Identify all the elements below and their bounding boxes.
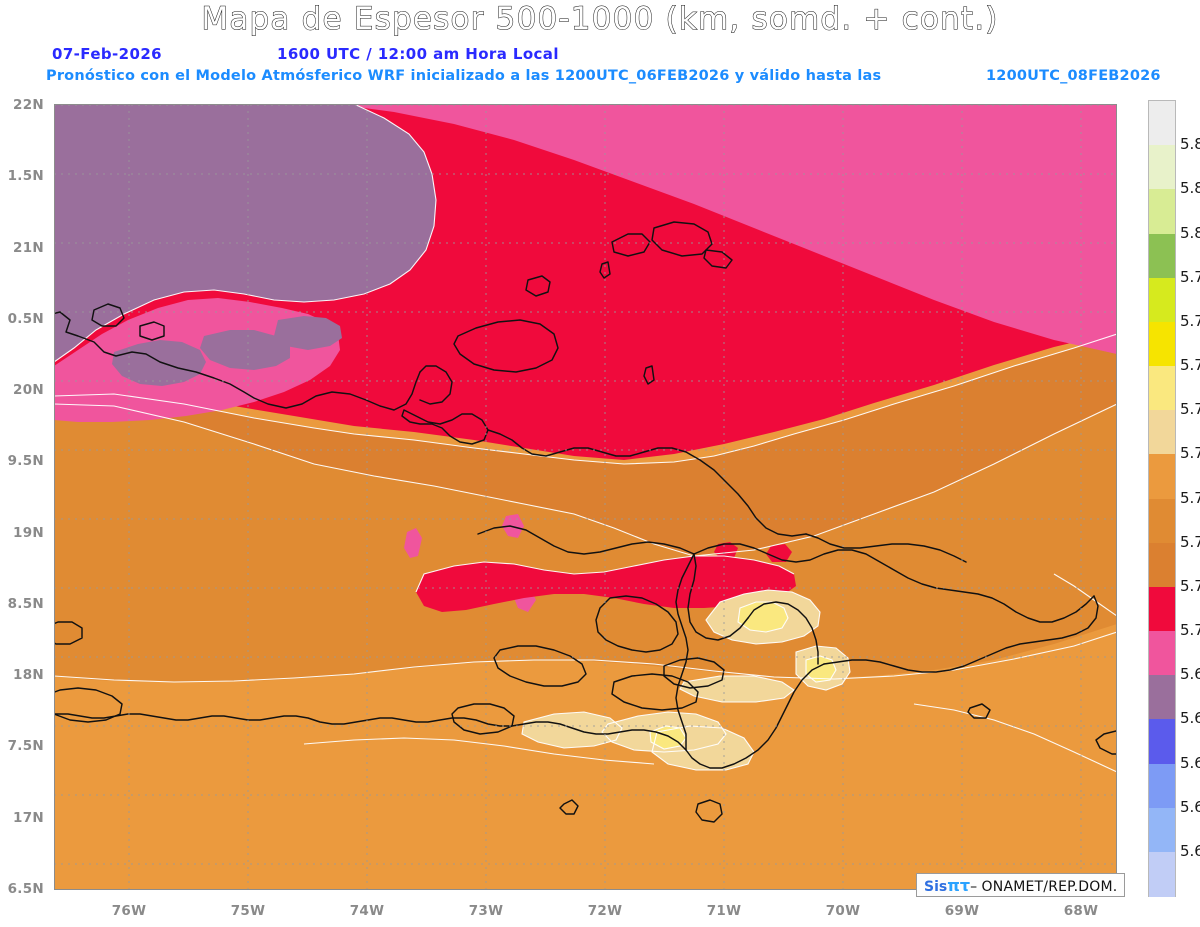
colorbar[interactable] bbox=[1148, 100, 1176, 897]
logo-org: ONAMET/REP.DOM. bbox=[981, 879, 1118, 895]
y-tick-label: 6.5N bbox=[7, 881, 44, 897]
x-tick-label: 69W bbox=[944, 903, 980, 919]
colorbar-tick-label: 5.772 bbox=[1180, 356, 1200, 374]
y-tick-label: 7.5N bbox=[7, 738, 44, 755]
colorbar-tick-label: 5.831 bbox=[1180, 135, 1200, 154]
colorbar-segment bbox=[1149, 233, 1175, 279]
colorbar-tick-label: 5.7 bbox=[1180, 621, 1200, 639]
y-tick-label: 9.5N bbox=[7, 453, 44, 470]
band-5688-57-main bbox=[54, 104, 1117, 354]
colorbar-segment bbox=[1149, 454, 1175, 500]
colorbar-segment bbox=[1149, 410, 1175, 455]
colorbar-segment bbox=[1149, 321, 1175, 367]
y-tick-label: 20N bbox=[13, 382, 44, 399]
pocket-crimson-2 bbox=[766, 544, 792, 562]
x-tick-label: 75W bbox=[230, 903, 266, 919]
grid-layer bbox=[54, 104, 1117, 890]
colorbar-tick-label: 5.652 bbox=[1180, 797, 1200, 816]
logo-dash: – bbox=[970, 879, 978, 895]
forecast-date: 07-Feb-2026 bbox=[52, 45, 163, 63]
band-mauve-fingers bbox=[112, 316, 342, 386]
x-tick-label: 70W bbox=[825, 903, 861, 919]
x-tick-label: 68W bbox=[1063, 903, 1099, 919]
tan-strip-n bbox=[680, 676, 794, 702]
colorbar-tick-label: 5.76 bbox=[1180, 400, 1200, 419]
x-tick-label: 73W bbox=[468, 903, 504, 919]
colorbar-tick-label: 5.819 bbox=[1180, 179, 1200, 198]
band-5676-5688 bbox=[54, 104, 436, 362]
y-tick-label: 8.5N bbox=[7, 595, 44, 612]
colorbar-tick-label: 5.783 bbox=[1180, 311, 1200, 330]
y-tick-label: 0.5N bbox=[7, 310, 44, 327]
colorbar-segment bbox=[1149, 189, 1175, 235]
subtitle-datetime: 07-Feb-2026 1600 UTC / 12:00 am Hora Loc… bbox=[0, 45, 1200, 65]
colorbar-segment bbox=[1149, 586, 1175, 632]
colorbar-tick-label: 5.795 bbox=[1180, 267, 1200, 286]
colorbar-tick-label: 5.736 bbox=[1180, 488, 1200, 507]
subtitle-model-info: Pronóstico con el Modelo Atmósferico WRF… bbox=[0, 68, 1200, 88]
x-tick-label: 74W bbox=[349, 903, 385, 919]
filled-contour-layer bbox=[54, 104, 1117, 890]
map-plot-area[interactable] bbox=[54, 104, 1117, 890]
colorbar-segment bbox=[1149, 101, 1175, 146]
band-5712-5724 bbox=[54, 334, 1117, 556]
band-5724-5736 bbox=[54, 404, 1117, 682]
peak-yellow-2 bbox=[806, 656, 836, 682]
forecast-time: 1600 UTC / 12:00 am Hora Local bbox=[277, 45, 559, 63]
colorbar-tick-label: 5.724 bbox=[1180, 532, 1200, 551]
valid-until: 1200UTC_08FEB2026 bbox=[986, 68, 1161, 84]
y-tick-label: 21N bbox=[13, 239, 44, 256]
colorbar-tick-label: 5.688 bbox=[1180, 665, 1200, 684]
colorbar-segment bbox=[1149, 145, 1175, 190]
colorbar-segment bbox=[1149, 675, 1175, 720]
colorbar-tick-label: 5.748 bbox=[1180, 444, 1200, 463]
crimson-tongue-island bbox=[416, 556, 796, 612]
attribution-logo: Sisπτ– ONAMET/REP.DOM. bbox=[916, 873, 1126, 897]
colorbar-tick-label: 5.64 bbox=[1180, 841, 1200, 860]
colorbar-tick-label: 5.807 bbox=[1180, 223, 1200, 242]
map-canvas bbox=[54, 104, 1117, 890]
y-tick-label: 1.5N bbox=[7, 168, 44, 185]
colorbar-segment bbox=[1149, 719, 1175, 765]
colorbar-tick-label: 5.712 bbox=[1180, 576, 1200, 595]
coastline-layer bbox=[54, 221, 1117, 823]
logo-brand-sis: Sis bbox=[924, 879, 948, 895]
pocket-pink-2 bbox=[502, 514, 524, 538]
colorbar-segment bbox=[1149, 542, 1175, 588]
y-tick-label: 17N bbox=[13, 809, 44, 826]
x-tick-label: 76W bbox=[111, 903, 147, 919]
colorbar-segment bbox=[1149, 366, 1175, 411]
colorbar-segment bbox=[1149, 807, 1175, 853]
colorbar-segment bbox=[1149, 277, 1175, 323]
colorbar-tick-label: 5.664 bbox=[1180, 753, 1200, 772]
y-tick-label: 19N bbox=[13, 524, 44, 541]
colorbar-segment bbox=[1149, 498, 1175, 544]
contour-lines-layer bbox=[54, 104, 1117, 773]
colorbar-segment bbox=[1149, 851, 1175, 897]
peak-yellow-4 bbox=[762, 612, 784, 631]
tan-core-sw bbox=[522, 712, 622, 748]
colorbar-tick-label: 5.676 bbox=[1180, 709, 1200, 728]
y-tick-label: 18N bbox=[13, 667, 44, 684]
colorbar-segment bbox=[1149, 631, 1175, 676]
model-description: Pronóstico con el Modelo Atmósferico WRF… bbox=[46, 68, 882, 84]
page-title: Mapa de Espesor 500-1000 (km, somd. + co… bbox=[201, 1, 999, 38]
logo-brand-pi: πτ bbox=[947, 876, 971, 895]
y-tick-label: 22N bbox=[13, 97, 44, 113]
colorbar-segment bbox=[1149, 763, 1175, 809]
x-tick-label: 72W bbox=[587, 903, 623, 919]
x-tick-label: 71W bbox=[706, 903, 742, 919]
pocket-pink-1 bbox=[404, 528, 422, 558]
